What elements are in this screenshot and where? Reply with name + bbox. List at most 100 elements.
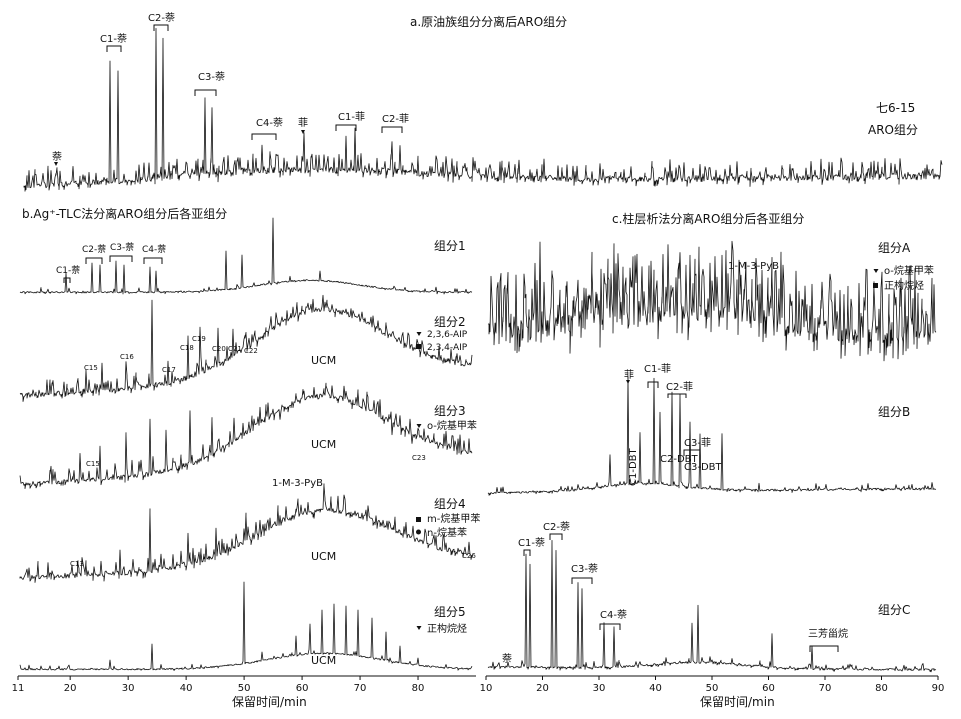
peak-label-c17: C17 [162, 366, 176, 374]
x-tick-label: 20 [536, 683, 549, 694]
peak-label-triaromatic-steranes: 三芳甾烷 [808, 627, 848, 640]
trace-fraction-5 [19, 581, 473, 671]
x-tick-label: 30 [122, 683, 135, 694]
peak-label-naphthalene: 萘 [52, 151, 62, 163]
peak-label-phenanthrene: 菲 [624, 369, 634, 381]
peak-brackets-cC [523, 533, 839, 652]
trace-label-fraction-a: 组分A [878, 241, 911, 255]
legend-circle-marker [416, 529, 421, 535]
trace-label-fraction-4: 组分4 [434, 497, 466, 511]
legend-o-alkyltoluene: o-烷基甲苯 [427, 419, 477, 432]
ucm-label: UCM [311, 654, 336, 667]
trace-aro [23, 28, 943, 192]
peak-label-c1-naphthalene: C1-萘 [56, 265, 80, 276]
panel-a-series-name: ARO组分 [868, 123, 918, 137]
peak-label-c2-phenanthrene: C2-菲 [382, 113, 409, 125]
peak-label-c15: C15 [86, 460, 100, 468]
x-tick-label: 40 [649, 683, 662, 694]
trace-label-fraction-5: 组分5 [434, 605, 466, 619]
trace-label-fraction-c: 组分C [878, 603, 910, 617]
x-tick-label: 60 [762, 683, 775, 694]
x-tick-label: 10 [480, 683, 493, 694]
peak-label-c1-phenanthrene: C1-菲 [644, 363, 671, 375]
trace-fraction-c [487, 540, 937, 673]
x-ticks-b: 11 20 30 40 50 60 70 80 [12, 676, 425, 694]
x-ticks-c: 10 20 30 40 50 60 70 80 90 [480, 676, 945, 694]
peak-label-c4-naphthalene: C4-萘 [142, 244, 166, 255]
x-axis-label-c: 保留时间/min [700, 695, 775, 709]
legend-triangle-marker [416, 424, 422, 428]
x-tick-label: 70 [354, 683, 367, 694]
peak-label-c3-naphthalene: C3-萘 [198, 71, 225, 83]
legend-triangle-marker [416, 332, 422, 336]
x-tick-label: 30 [593, 683, 606, 694]
peak-label-1-m-3-pyb: 1-M-3-PyB [272, 478, 323, 489]
trace-label-fraction-3: 组分3 [434, 404, 466, 418]
x-axis-c: 10 20 30 40 50 60 70 80 90 保留时间/min [480, 675, 945, 709]
ucm-label: UCM [311, 438, 336, 451]
peak-label-c1-naphthalene: C1-萘 [100, 33, 127, 45]
legend-triangle-marker [873, 269, 879, 273]
peak-label-c20: C20 [212, 345, 226, 353]
peak-label-c3-dbt: C3-DBT [684, 462, 723, 473]
peak-label-c4-naphthalene: C4-萘 [256, 117, 283, 129]
panel-a: a.原油族组分分离后ARO组分 七6-15 ARO组分 萘 C1-萘 C2-萘 … [23, 12, 943, 192]
x-tick-label: 90 [932, 683, 945, 694]
peak-label-c1-dbt: C1-DBT [628, 447, 639, 486]
x-axis-label-b: 保留时间/min [232, 695, 307, 709]
peak-label-c1-naphthalene: C1-萘 [518, 537, 545, 549]
x-tick-label: 50 [706, 683, 719, 694]
trace-fraction-1 [19, 217, 473, 295]
ucm-label: UCM [311, 550, 336, 563]
trace-label-fraction-b: 组分B [878, 405, 910, 419]
peak-label-c1-phenanthrene: C1-菲 [338, 111, 365, 123]
panel-b: b.Ag⁺-TLC法分离ARO组分后各亚组分 组分1 组分2 组分3 组分4 组… [12, 206, 481, 709]
peak-label-naphthalene: 萘 [502, 653, 512, 665]
trace-fraction-b [487, 376, 937, 496]
x-tick-label: 80 [875, 683, 888, 694]
legend-234-aip: 2,3,4-AIP [427, 343, 468, 353]
peak-label-1-m-3-pyb: 1-M-3-PyB [728, 261, 779, 272]
x-tick-label: 60 [296, 683, 309, 694]
peak-label-c4-naphthalene: C4-萘 [600, 609, 627, 621]
panel-a-sample: 七6-15 [876, 101, 915, 115]
marker-phenanthrene [301, 130, 305, 134]
peak-label-c21: C21 [228, 345, 242, 353]
peak-label-c22: C22 [244, 347, 258, 355]
peak-label-c3-phenanthrene: C3-菲 [684, 437, 711, 449]
marker-phenanthrene [626, 380, 630, 384]
peak-brackets-b1 [63, 255, 163, 283]
trace-fraction-3 [19, 382, 473, 489]
legend-236-aip: 2,3,6-AIP [427, 330, 468, 340]
trace-fraction-4 [19, 483, 473, 583]
peak-label-c18: C18 [180, 344, 194, 352]
peak-label-c3-naphthalene: C3-萘 [571, 563, 598, 575]
trace-label-fraction-2: 组分2 [434, 315, 466, 329]
legend-n-alkanes: 正构烷烃 [884, 279, 924, 292]
peak-label-c23: C23 [412, 454, 426, 462]
peak-label-c16: C16 [120, 353, 134, 361]
x-axis-b: 11 20 30 40 50 60 70 80 保留时间/min [12, 675, 476, 709]
peak-label-c2-naphthalene: C2-萘 [543, 521, 570, 533]
x-tick-label: 11 [12, 683, 25, 694]
peak-label-c2-naphthalene: C2-萘 [148, 12, 175, 24]
x-tick-label: 70 [819, 683, 832, 694]
ucm-label: UCM [311, 354, 336, 367]
peak-brackets-a [106, 24, 403, 140]
legend-square-marker [416, 517, 421, 522]
legend-n-alkylbenzene: n-烷基苯 [427, 526, 467, 539]
peak-label-c2-dbt: C2-DBT [660, 454, 699, 465]
peak-label-c13: C13 [70, 560, 84, 568]
peak-label-phenanthrene: 菲 [298, 117, 308, 129]
peak-label-c2-naphthalene: C2-萘 [82, 244, 106, 255]
panel-a-title: a.原油族组分分离后ARO组分 [410, 14, 567, 29]
peak-label-c19: C19 [192, 335, 206, 343]
legend-m-alkyltoluene: m-烷基甲苯 [427, 512, 480, 525]
x-tick-label: 80 [412, 683, 425, 694]
peak-label-c3-naphthalene: C3-萘 [110, 242, 134, 253]
legend-triangle-marker [416, 626, 422, 630]
trace-fraction-a [487, 240, 937, 362]
peak-label-c2-phenanthrene: C2-菲 [666, 381, 693, 393]
panel-c-title: c.柱层析法分离ARO组分后各亚组分 [612, 211, 804, 226]
